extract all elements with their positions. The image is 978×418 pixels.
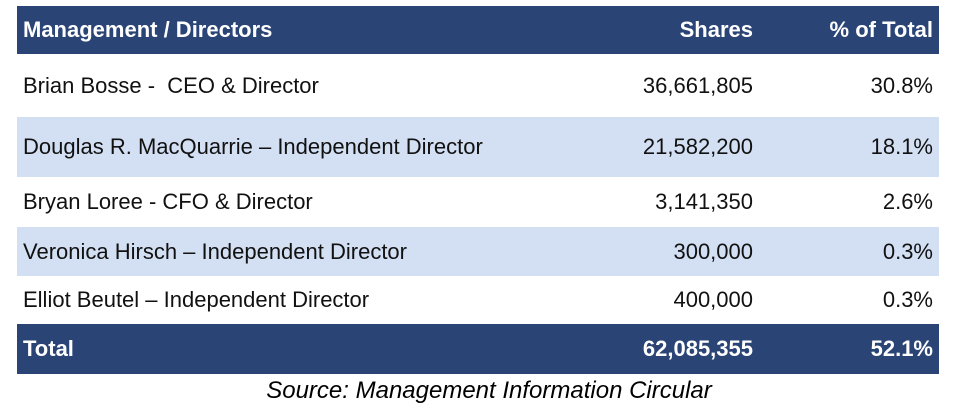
header-pct: % of Total [829, 17, 933, 42]
table-row: Bryan Loree - CFO & Director 3,141,350 2… [17, 177, 939, 227]
row-shares: 36,661,805 [642, 72, 753, 98]
shareholdings-table: Management / Directors Shares % of Total… [17, 6, 939, 374]
row-name: Douglas R. MacQuarrie – Independent Dire… [23, 134, 483, 159]
total-pct: 52.1% [870, 336, 933, 361]
row-pct: 18.1% [870, 134, 933, 159]
row-pct: 0.3% [882, 287, 933, 312]
row-pct: 2.6% [882, 189, 933, 214]
table-row: Brian Bosse - CEO & Director 36,661,805 … [17, 54, 939, 117]
total-label: Total [23, 336, 74, 361]
header-name: Management / Directors [23, 17, 273, 42]
row-shares: 21,582,200 [642, 134, 753, 159]
row-name: Brian Bosse - CEO & Director [23, 72, 319, 98]
source-caption: Source: Management Information Circular [266, 377, 712, 404]
row-pct: 30.8% [870, 72, 933, 98]
table-header: Management / Directors Shares % of Total [17, 6, 939, 54]
row-name: Elliot Beutel – Independent Director [23, 287, 370, 312]
table-row: Douglas R. MacQuarrie – Independent Dire… [17, 117, 939, 177]
header-shares: Shares [679, 17, 753, 42]
row-shares: 400,000 [673, 287, 753, 312]
table-total-row: Total 62,085,355 52.1% [17, 324, 939, 374]
table-row: Veronica Hirsch – Independent Director 3… [17, 227, 939, 276]
row-name: Veronica Hirsch – Independent Director [23, 238, 407, 264]
row-pct: 0.3% [882, 238, 933, 264]
table-row: Elliot Beutel – Independent Director 400… [17, 276, 939, 324]
total-shares: 62,085,355 [642, 336, 753, 361]
row-name: Bryan Loree - CFO & Director [23, 189, 313, 214]
row-shares: 300,000 [673, 238, 753, 264]
row-shares: 3,141,350 [655, 189, 753, 214]
